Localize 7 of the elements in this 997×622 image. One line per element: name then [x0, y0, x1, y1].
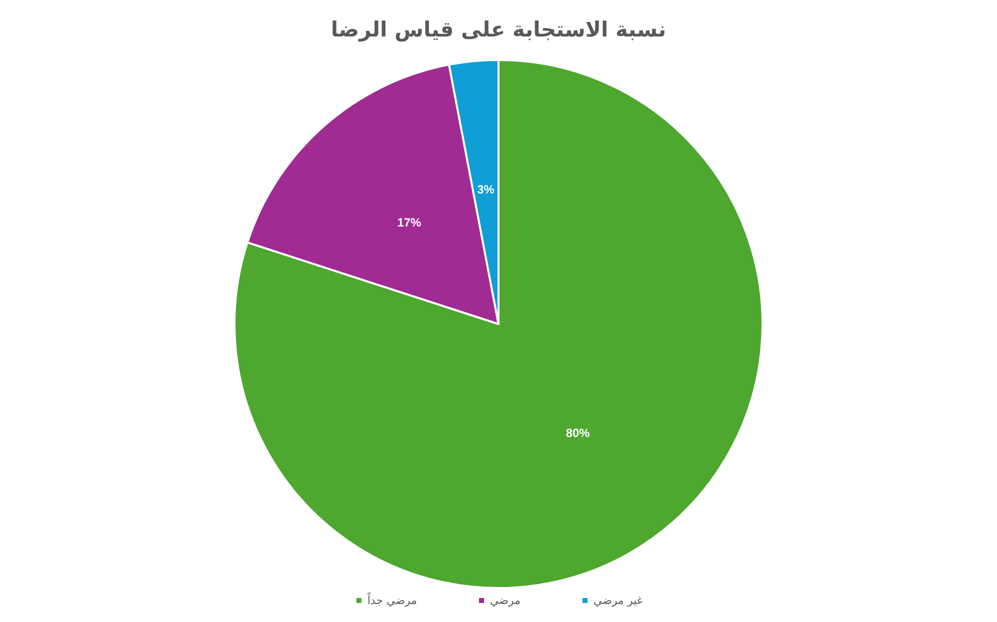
legend-label: غير مرضي [593, 594, 643, 607]
data-label: 80% [566, 426, 590, 440]
chart-title: نسبة الاستجابة على قياس الرضا [330, 18, 666, 42]
data-label: 3% [477, 182, 495, 197]
legend-label: مرضي جداً [367, 592, 418, 607]
legend-label: مرضي [490, 594, 521, 607]
data-label: 17% [397, 216, 422, 230]
